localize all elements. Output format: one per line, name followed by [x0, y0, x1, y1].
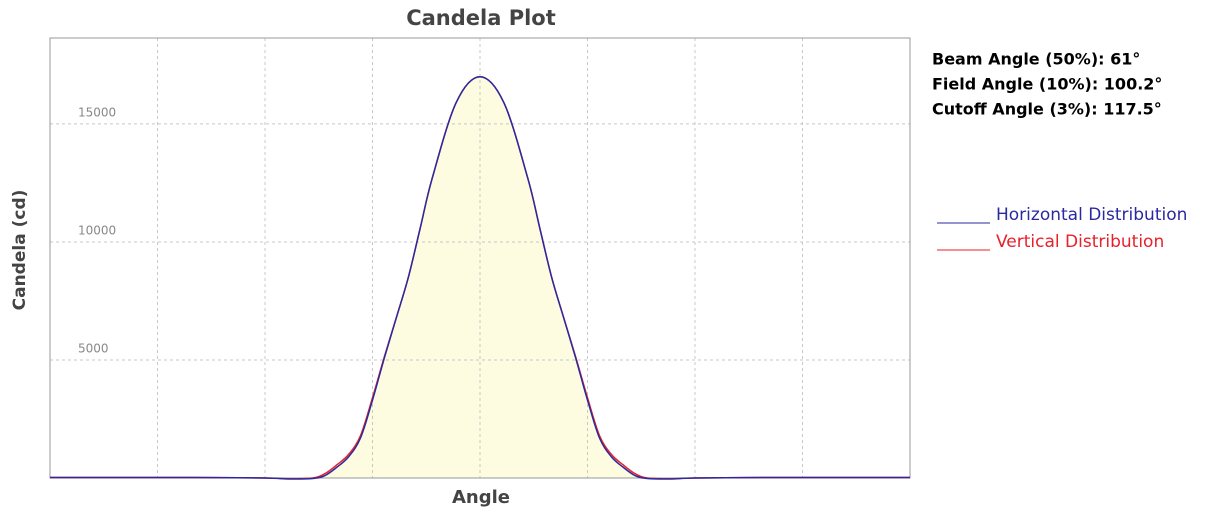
- annotation: Beam Angle (50%): 61°: [932, 50, 1140, 69]
- area-fill: [50, 76, 910, 479]
- x-axis-label: Angle: [452, 487, 510, 508]
- plot-border: [49, 37, 911, 479]
- annotation: Cutoff Angle (3%): 117.5°: [932, 100, 1162, 119]
- legend-label: Vertical Distribution: [996, 232, 1164, 252]
- y-tick-label: 5000: [78, 341, 109, 355]
- annotation: Field Angle (10%): 100.2°: [932, 75, 1162, 94]
- chart-title: Candela Plot: [406, 6, 556, 30]
- legend-label: Horizontal Distribution: [996, 205, 1187, 225]
- y-axis-label: Candela (cd): [10, 190, 30, 311]
- y-tick-label: 15000: [78, 105, 116, 119]
- y-tick-label: 10000: [78, 223, 116, 237]
- series-line: [49, 75, 910, 480]
